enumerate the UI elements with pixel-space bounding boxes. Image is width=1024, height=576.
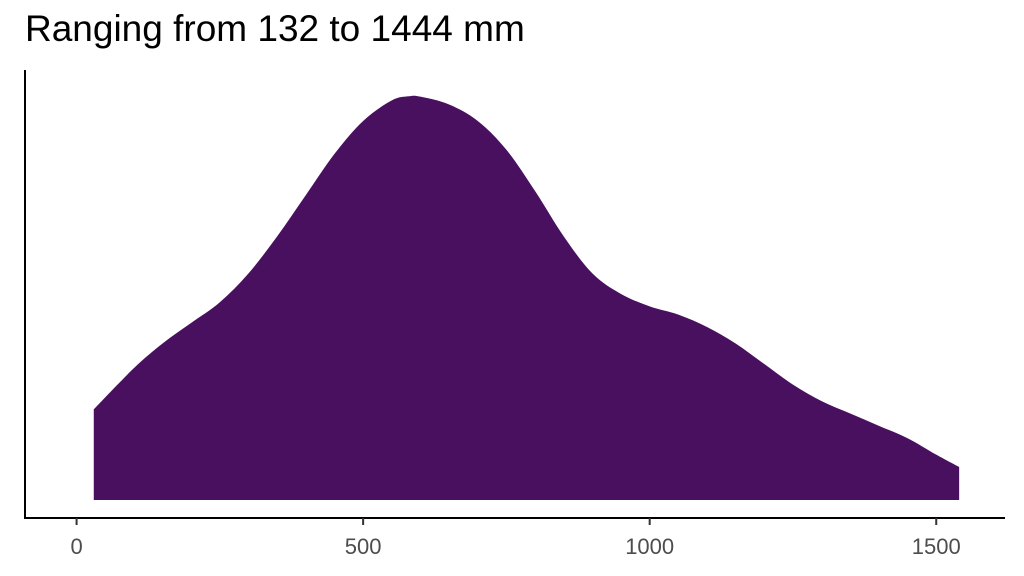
x-tick-label: 0 xyxy=(70,534,82,559)
x-tick-label: 500 xyxy=(345,534,382,559)
x-axis-ticks: 0 500 1000 1500 xyxy=(70,518,961,559)
density-area xyxy=(93,95,960,500)
x-tick-label: 1500 xyxy=(912,534,961,559)
chart-title: Ranging from 132 to 1444 mm xyxy=(25,8,525,49)
x-tick-label: 1000 xyxy=(625,534,674,559)
area-layer xyxy=(93,95,960,500)
